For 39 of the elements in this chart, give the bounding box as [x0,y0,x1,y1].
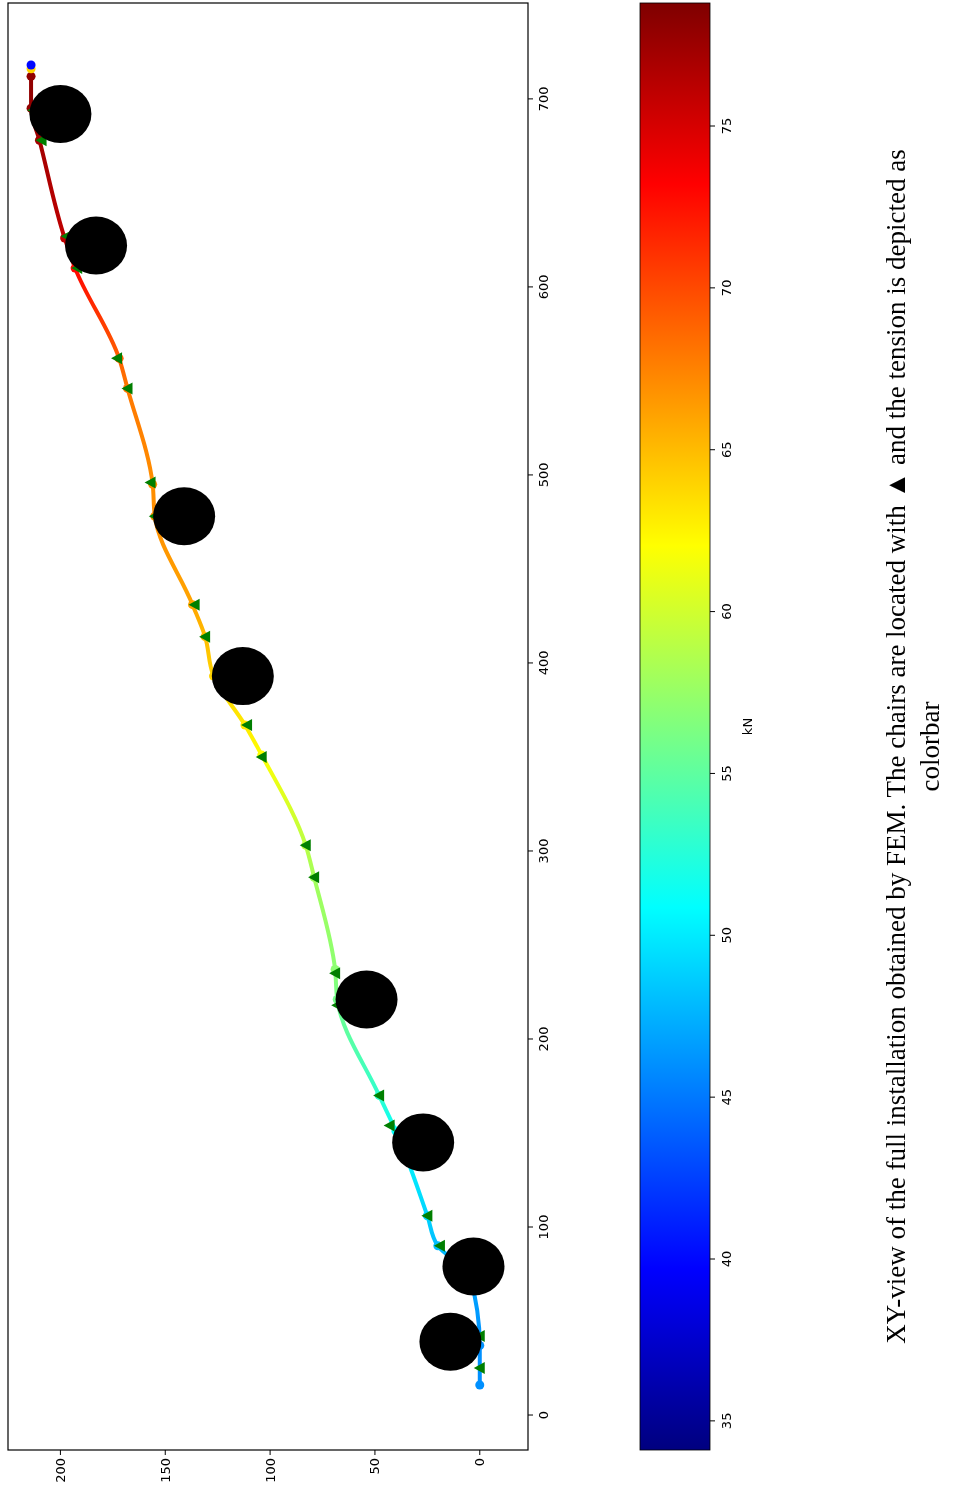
text: XY-view of the full installation obtained by FEM. The chairs are located with ▲ and the tension is depicted as colorbar [881,149,945,1344]
point [26,60,36,70]
y-tick-label: 200 [536,1026,551,1052]
point [335,970,398,1029]
color-bar-label: 60 [719,603,734,620]
color-bar-label: 70 [719,279,734,297]
point [473,1362,485,1375]
point [329,967,341,980]
point [26,71,36,81]
color-bar-label: 40 [719,1250,734,1268]
y-tick-label: 300 [536,838,551,864]
color-bar-title: kN [740,717,755,736]
x-tick-label: 50 [367,1458,383,1475]
color-bar-label: 55 [719,765,734,782]
point [29,84,92,143]
x-tick-label: 150 [157,1458,173,1483]
y-tick-label: 500 [536,462,551,488]
y-tick-label: 400 [536,650,551,676]
x-tick-label: 0 [472,1458,488,1467]
y-tick-label: 0 [536,1410,551,1420]
point [475,1380,485,1390]
color-bar-label: 65 [719,441,734,458]
point [392,1113,455,1172]
y-tick-label: 100 [536,1214,551,1240]
point [442,1237,505,1296]
y-tick-label: 700 [536,86,551,112]
y-tick-label: 600 [536,274,551,300]
color-bar-label: 50 [719,927,734,944]
point [153,487,216,546]
color-bar-label: 35 [719,1412,734,1430]
point [383,1119,395,1132]
point [144,476,156,489]
x-tick-label: 200 [52,1458,68,1483]
x-tick-label: 100 [262,1458,278,1483]
point [211,647,274,706]
point [65,216,128,275]
color-bar-label: 75 [719,117,734,135]
point [419,1312,482,1371]
color-bar-label: 45 [719,1088,734,1106]
